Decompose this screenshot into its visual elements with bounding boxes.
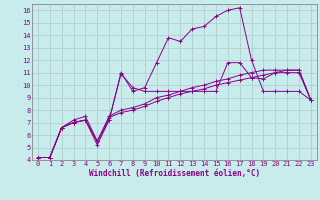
X-axis label: Windchill (Refroidissement éolien,°C): Windchill (Refroidissement éolien,°C) [89, 169, 260, 178]
